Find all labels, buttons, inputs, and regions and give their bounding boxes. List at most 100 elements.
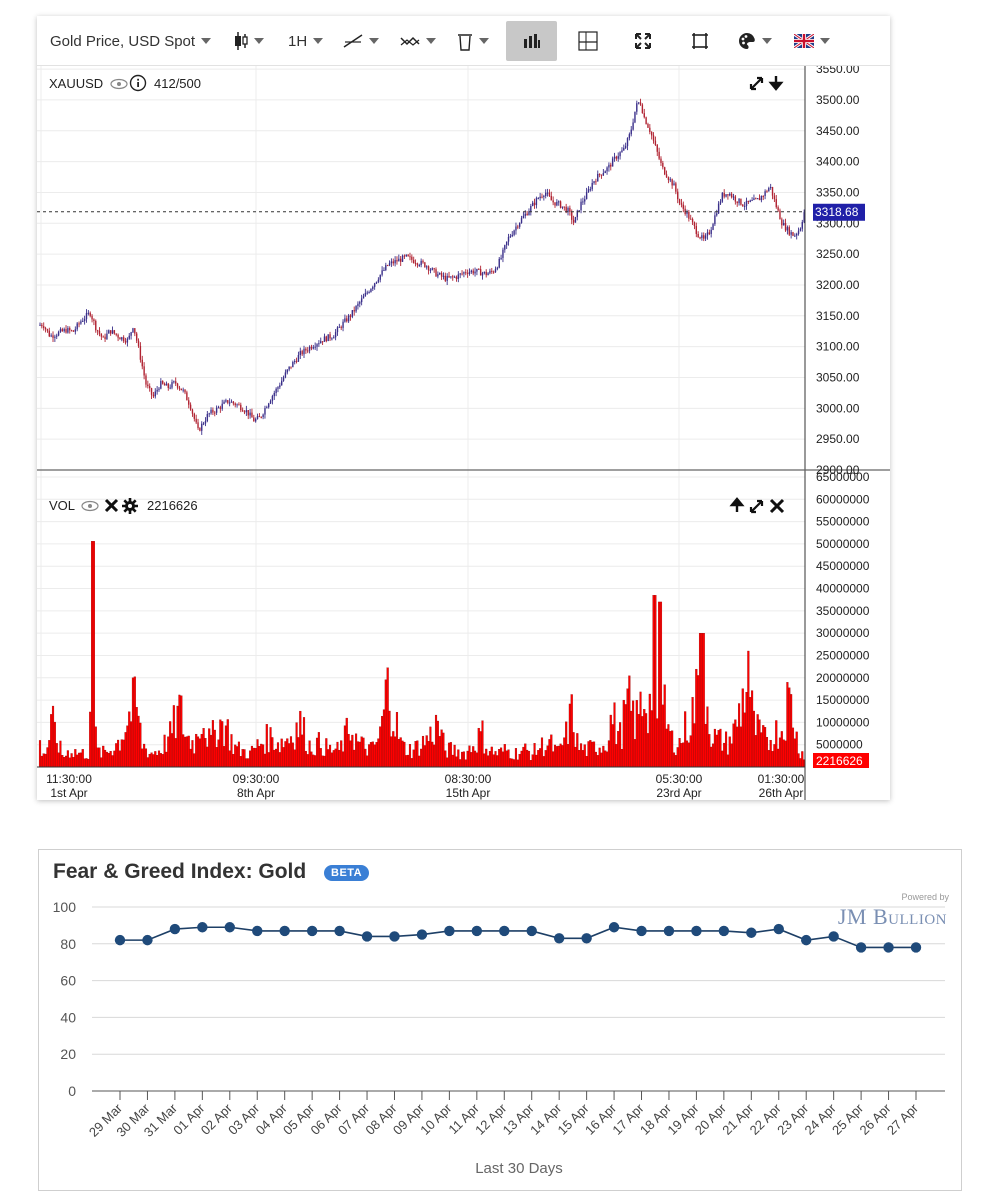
candle bbox=[742, 204, 744, 207]
candle bbox=[491, 270, 493, 272]
volume-bar bbox=[239, 756, 242, 768]
volume-bar bbox=[161, 754, 164, 768]
volume-bar bbox=[446, 757, 449, 768]
volume-bar bbox=[628, 675, 631, 768]
candle bbox=[768, 187, 770, 192]
volume-bar bbox=[524, 743, 527, 768]
volume-bar bbox=[362, 737, 365, 768]
volume-bar bbox=[728, 736, 731, 768]
info-icon[interactable] bbox=[129, 74, 147, 92]
resize-pane-icon[interactable] bbox=[749, 499, 764, 514]
candle bbox=[524, 213, 526, 216]
volume-bar bbox=[325, 738, 328, 768]
fear-greed-point bbox=[581, 933, 592, 944]
interval-selector[interactable]: 1H bbox=[288, 25, 324, 57]
line-tool-button[interactable] bbox=[343, 25, 379, 57]
volume-bar bbox=[784, 740, 787, 768]
theme-button[interactable] bbox=[738, 25, 772, 57]
close-icon[interactable] bbox=[104, 498, 119, 513]
symbol-selector[interactable]: Gold Price, USD Spot bbox=[50, 25, 212, 57]
candle bbox=[251, 412, 253, 418]
eye-icon[interactable] bbox=[110, 78, 128, 90]
volume-bar bbox=[126, 725, 129, 768]
volume-bar bbox=[89, 711, 92, 768]
candle bbox=[210, 409, 212, 414]
volume-bar bbox=[604, 750, 607, 768]
volume-grid bbox=[37, 476, 805, 746]
candle bbox=[615, 156, 618, 159]
candle bbox=[665, 174, 668, 178]
volume-bar bbox=[395, 712, 399, 768]
candle bbox=[50, 335, 52, 337]
fear-greed-point bbox=[169, 923, 181, 935]
volume-bar bbox=[165, 751, 168, 768]
candle bbox=[130, 332, 132, 336]
chevron-down-icon bbox=[369, 38, 379, 44]
gear-icon[interactable] bbox=[122, 498, 138, 514]
volume-bar bbox=[546, 745, 549, 768]
volume-bar bbox=[254, 747, 257, 768]
volume-bar bbox=[74, 749, 77, 768]
volume-bar bbox=[738, 703, 741, 768]
candle bbox=[717, 203, 720, 214]
volume-bar bbox=[572, 732, 575, 768]
candle bbox=[208, 413, 210, 415]
price-volume-chart[interactable]: 2900.00 2950.00 3000.00 3050.00 3100.00 3150.… bbox=[37, 66, 890, 800]
move-up-icon[interactable] bbox=[729, 497, 745, 512]
move-down-icon[interactable] bbox=[768, 76, 784, 91]
volume-toggle-button[interactable] bbox=[506, 21, 557, 61]
candle bbox=[48, 330, 50, 337]
volume-bar bbox=[758, 719, 761, 768]
indicator-button[interactable] bbox=[400, 25, 436, 57]
eye-icon[interactable] bbox=[81, 500, 99, 512]
volume-bar bbox=[685, 740, 689, 768]
crosshair-button[interactable] bbox=[578, 25, 598, 57]
candle bbox=[152, 394, 155, 397]
volume-bar bbox=[423, 745, 426, 768]
volume-bar bbox=[111, 755, 114, 768]
volume-bar bbox=[267, 752, 270, 768]
volume-bar bbox=[209, 734, 213, 768]
candle bbox=[310, 346, 313, 349]
candle bbox=[639, 102, 642, 105]
fullscreen-button[interactable] bbox=[635, 25, 651, 57]
candle bbox=[548, 192, 551, 196]
price-legend-symbol: XAUUSD bbox=[49, 76, 103, 91]
volume-bar bbox=[48, 740, 51, 768]
candle bbox=[44, 328, 47, 330]
volume-bar bbox=[310, 751, 313, 768]
candle bbox=[418, 265, 420, 267]
jm-bullion-logo: JM Bullion bbox=[837, 904, 947, 929]
candle bbox=[714, 215, 716, 225]
candle bbox=[215, 407, 218, 413]
candle bbox=[504, 245, 506, 250]
language-selector[interactable] bbox=[794, 25, 830, 57]
volume-bar bbox=[429, 726, 432, 768]
candle bbox=[554, 202, 556, 206]
candle bbox=[154, 391, 156, 397]
candle bbox=[396, 260, 398, 262]
volume-bar bbox=[544, 750, 547, 768]
chart-type-button[interactable] bbox=[234, 25, 264, 57]
symbol-label: Gold Price, USD Spot bbox=[50, 32, 196, 50]
candle bbox=[275, 388, 277, 393]
candle bbox=[483, 271, 486, 274]
volume-bar bbox=[412, 749, 415, 768]
volume-bar bbox=[799, 758, 802, 768]
volume-bar bbox=[665, 728, 668, 768]
volume-bar bbox=[211, 720, 214, 768]
candle bbox=[779, 210, 781, 220]
volume-bar bbox=[583, 744, 586, 768]
volume-bar bbox=[436, 720, 439, 768]
resize-pane-icon[interactable] bbox=[749, 76, 764, 91]
volume-bar bbox=[355, 733, 358, 768]
close-pane-icon[interactable] bbox=[769, 498, 785, 514]
candle bbox=[362, 296, 365, 299]
delete-drawings-button[interactable] bbox=[457, 25, 489, 57]
candle bbox=[608, 164, 610, 168]
candle bbox=[755, 198, 757, 200]
volume-bar bbox=[637, 714, 640, 768]
volume-bar bbox=[122, 739, 125, 768]
screenshot-button[interactable] bbox=[691, 25, 709, 57]
